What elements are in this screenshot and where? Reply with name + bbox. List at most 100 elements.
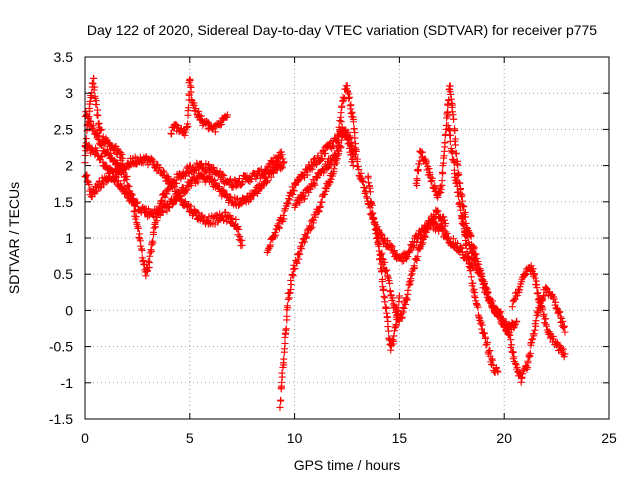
data-point (328, 141, 336, 149)
data-point (387, 291, 395, 299)
data-point (337, 118, 345, 126)
data-point (292, 200, 300, 208)
data-point (218, 170, 226, 178)
data-point (278, 164, 286, 172)
y-axis-label: SDTVAR / TECUs (6, 182, 22, 294)
data-point (366, 188, 374, 196)
data-point (311, 181, 319, 189)
y-tick-label: -1.5 (49, 411, 73, 427)
data-point (403, 295, 411, 303)
data-point (347, 151, 355, 159)
y-tick-label: 1 (65, 230, 73, 246)
data-point (346, 141, 354, 149)
data-point (467, 245, 475, 253)
data-point (384, 237, 392, 245)
data-point (115, 170, 123, 178)
data-point (284, 295, 292, 303)
data-point (465, 263, 473, 271)
data-point (487, 298, 495, 306)
data-point (254, 189, 262, 197)
data-point (144, 213, 152, 221)
data-point (449, 101, 457, 109)
data-point (280, 355, 288, 363)
data-point (371, 218, 379, 226)
data-point (209, 163, 217, 171)
data-point (333, 137, 341, 145)
data-point (422, 222, 430, 230)
data-point (381, 258, 389, 266)
data-point (444, 100, 452, 108)
x-tick-label: 25 (601, 430, 617, 446)
data-point (363, 193, 371, 201)
data-point (301, 238, 309, 246)
data-point (205, 160, 213, 168)
y-tick-label: 3 (65, 85, 73, 101)
data-point (88, 79, 96, 87)
data-point (134, 224, 142, 232)
data-point (346, 144, 354, 152)
data-point (318, 154, 326, 162)
data-point (304, 229, 312, 237)
data-point (403, 296, 411, 304)
data-point (474, 303, 482, 311)
data-point (539, 305, 547, 313)
data-point (533, 307, 541, 315)
data-point (90, 86, 98, 94)
data-point (529, 265, 537, 273)
data-point (285, 289, 293, 297)
data-point (282, 325, 290, 333)
data-point (426, 173, 434, 181)
data-point (316, 202, 324, 210)
data-point (129, 194, 137, 202)
data-point (550, 295, 558, 303)
data-point (298, 245, 306, 253)
data-point (92, 101, 100, 109)
data-point (93, 147, 101, 155)
data-point (467, 266, 475, 274)
data-point (484, 289, 492, 297)
data-point (479, 276, 487, 284)
data-point (165, 176, 173, 184)
data-point (129, 196, 137, 204)
data-point (383, 266, 391, 274)
data-point (441, 139, 449, 147)
data-point (509, 348, 517, 356)
data-point (295, 249, 303, 257)
data-point (367, 200, 375, 208)
y-tick-label: -0.5 (49, 339, 73, 355)
data-point (459, 213, 467, 221)
data-point (538, 302, 546, 310)
data-point (291, 201, 299, 209)
data-point (510, 321, 518, 329)
data-point (226, 175, 234, 183)
data-point (557, 314, 565, 322)
data-point (440, 216, 448, 224)
data-point (380, 292, 388, 300)
data-point (191, 208, 199, 216)
data-points (81, 74, 569, 411)
data-point (509, 349, 517, 357)
data-point (389, 294, 397, 302)
data-point (195, 107, 203, 115)
data-point (134, 198, 142, 206)
data-point (522, 270, 530, 278)
data-point (97, 153, 105, 161)
data-point (209, 178, 217, 186)
data-point (421, 233, 429, 241)
data-point (443, 230, 451, 238)
data-point (422, 158, 430, 166)
data-point (280, 215, 288, 223)
data-point (159, 208, 167, 216)
data-point (375, 247, 383, 255)
data-point (439, 170, 447, 178)
data-point (385, 327, 393, 335)
data-point (153, 217, 161, 225)
data-point (318, 155, 326, 163)
data-point (511, 359, 519, 367)
x-tick-label: 20 (496, 430, 512, 446)
data-point (561, 350, 569, 358)
data-point (376, 256, 384, 264)
data-point (466, 259, 474, 267)
data-point (143, 267, 151, 275)
data-point (447, 90, 455, 98)
